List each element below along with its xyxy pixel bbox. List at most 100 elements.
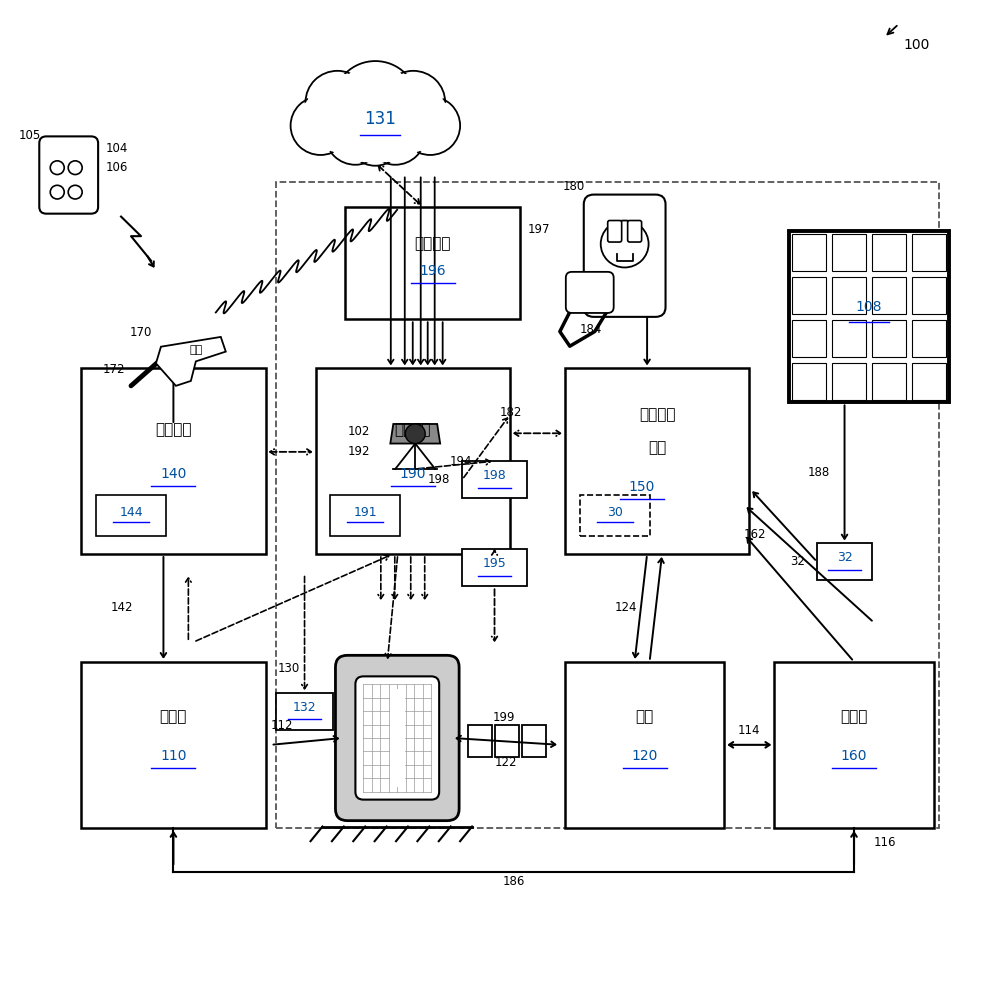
Text: 燃料: 燃料: [189, 344, 202, 355]
Bar: [912, 234, 946, 271]
Text: 140: 140: [160, 467, 187, 481]
Text: 180: 180: [563, 181, 585, 193]
Text: 130: 130: [277, 662, 300, 675]
Bar: [792, 277, 826, 314]
Text: 150: 150: [629, 480, 655, 494]
Text: 194: 194: [450, 454, 473, 468]
Bar: [316, 368, 510, 554]
Circle shape: [367, 108, 423, 163]
FancyBboxPatch shape: [608, 221, 622, 242]
Bar: [81, 662, 266, 828]
Circle shape: [402, 98, 458, 153]
Text: 100: 100: [904, 38, 930, 52]
Text: 198: 198: [428, 473, 450, 487]
Bar: [832, 363, 866, 399]
Polygon shape: [156, 336, 226, 386]
Bar: [774, 662, 934, 828]
Text: 108: 108: [856, 300, 882, 314]
Bar: [580, 495, 650, 537]
Text: 195: 195: [483, 557, 506, 570]
Text: 142: 142: [111, 601, 134, 614]
Text: 能量存储: 能量存储: [639, 407, 675, 422]
Text: 124: 124: [615, 601, 637, 614]
Text: 106: 106: [106, 161, 128, 175]
Circle shape: [328, 108, 383, 163]
Bar: [330, 495, 400, 537]
Polygon shape: [390, 424, 440, 443]
Circle shape: [601, 221, 649, 268]
Circle shape: [349, 113, 401, 164]
Bar: [276, 182, 939, 828]
FancyBboxPatch shape: [335, 655, 459, 821]
Bar: [872, 277, 906, 314]
Text: 199: 199: [493, 711, 515, 724]
Bar: [872, 234, 906, 271]
Text: 197: 197: [528, 223, 550, 235]
Bar: [789, 232, 949, 402]
Text: 162: 162: [744, 528, 766, 541]
Bar: [832, 320, 866, 357]
Text: 消息中心: 消息中心: [414, 236, 451, 251]
Circle shape: [333, 61, 417, 143]
Text: 192: 192: [348, 444, 370, 458]
Text: 172: 172: [103, 363, 126, 376]
Bar: [276, 693, 333, 730]
Bar: [792, 320, 826, 357]
Bar: [495, 725, 519, 756]
Text: 32: 32: [837, 551, 852, 564]
Bar: [792, 363, 826, 399]
Text: 170: 170: [130, 326, 152, 338]
Text: 132: 132: [293, 701, 316, 714]
Circle shape: [50, 185, 64, 199]
Circle shape: [293, 98, 348, 153]
Circle shape: [68, 185, 82, 199]
FancyBboxPatch shape: [566, 272, 614, 313]
Bar: [872, 363, 906, 399]
Text: 燃料系统: 燃料系统: [155, 422, 192, 438]
Bar: [912, 277, 946, 314]
Text: 32: 32: [790, 555, 805, 568]
Bar: [462, 461, 527, 498]
Bar: [96, 495, 166, 537]
Circle shape: [308, 73, 367, 131]
Bar: [468, 725, 492, 756]
FancyBboxPatch shape: [584, 194, 666, 317]
Circle shape: [68, 161, 82, 175]
Bar: [912, 320, 946, 357]
Text: 马达: 马达: [635, 709, 654, 724]
Text: 196: 196: [419, 264, 446, 278]
Text: 122: 122: [495, 756, 517, 769]
Bar: [832, 277, 866, 314]
Bar: [832, 234, 866, 271]
Text: 105: 105: [19, 129, 41, 142]
Circle shape: [291, 96, 350, 155]
Bar: [81, 368, 266, 554]
Text: 182: 182: [500, 406, 522, 419]
Circle shape: [365, 106, 425, 165]
Text: 110: 110: [160, 749, 187, 763]
Text: 发电机: 发电机: [840, 709, 868, 724]
Text: 114: 114: [738, 724, 761, 737]
Text: 131: 131: [364, 110, 396, 128]
Circle shape: [400, 96, 460, 155]
Text: 120: 120: [631, 749, 658, 763]
Circle shape: [381, 71, 445, 133]
Bar: [462, 549, 527, 587]
Bar: [817, 543, 872, 581]
Text: 104: 104: [106, 141, 128, 155]
Circle shape: [50, 161, 64, 175]
FancyBboxPatch shape: [355, 676, 439, 800]
Text: 188: 188: [807, 466, 830, 480]
Bar: [792, 234, 826, 271]
Text: 112: 112: [271, 719, 293, 732]
Text: 186: 186: [503, 875, 525, 888]
Bar: [345, 207, 520, 319]
Bar: [565, 662, 724, 828]
FancyBboxPatch shape: [628, 221, 642, 242]
FancyBboxPatch shape: [39, 136, 98, 214]
Text: 控制系统: 控制系统: [394, 422, 431, 438]
Bar: [872, 320, 906, 357]
Text: 30: 30: [607, 505, 623, 519]
Circle shape: [336, 64, 414, 140]
Bar: [912, 363, 946, 399]
